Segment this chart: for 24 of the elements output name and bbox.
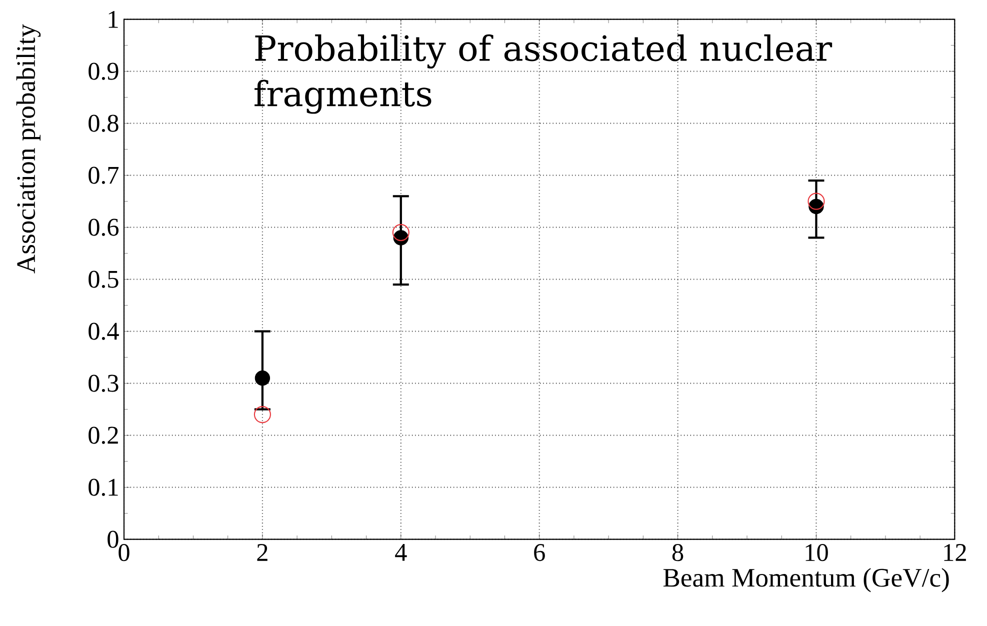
point [392, 224, 410, 242]
x-tick-label: 10 [806, 544, 828, 562]
x-tick-label: 6 [534, 544, 545, 562]
x-tick-label: 4 [395, 544, 407, 561]
y-tick-label: 0.9 [88, 62, 118, 80]
y-tick-label: 0.5 [88, 270, 118, 288]
y-tick-label: 0.1 [88, 478, 118, 496]
y-tick-label: 1 [108, 10, 118, 28]
x-tick-label: 2 [257, 544, 268, 561]
y-tick-label: 0.3 [88, 374, 118, 392]
x-tick-label: 8 [672, 544, 684, 562]
x-tick-label: 12 [944, 544, 966, 561]
y-tick-label: 0.7 [88, 166, 119, 184]
x-axis-title: Beam Momentum (GeV/c) [663, 568, 949, 592]
y-tick-label: 0 [108, 530, 118, 548]
y-tick-label: 0.4 [88, 322, 119, 340]
annotation: Probability of associated nuclear fragments [254, 34, 832, 114]
y-tick-label: 0.6 [88, 218, 119, 236]
point [254, 406, 271, 424]
point [254, 370, 270, 386]
y-tick-label: 0.8 [88, 114, 118, 132]
point [808, 192, 825, 210]
y-axis-title: Association probability [16, 24, 41, 274]
y-tick-label: 0.2 [88, 426, 118, 444]
